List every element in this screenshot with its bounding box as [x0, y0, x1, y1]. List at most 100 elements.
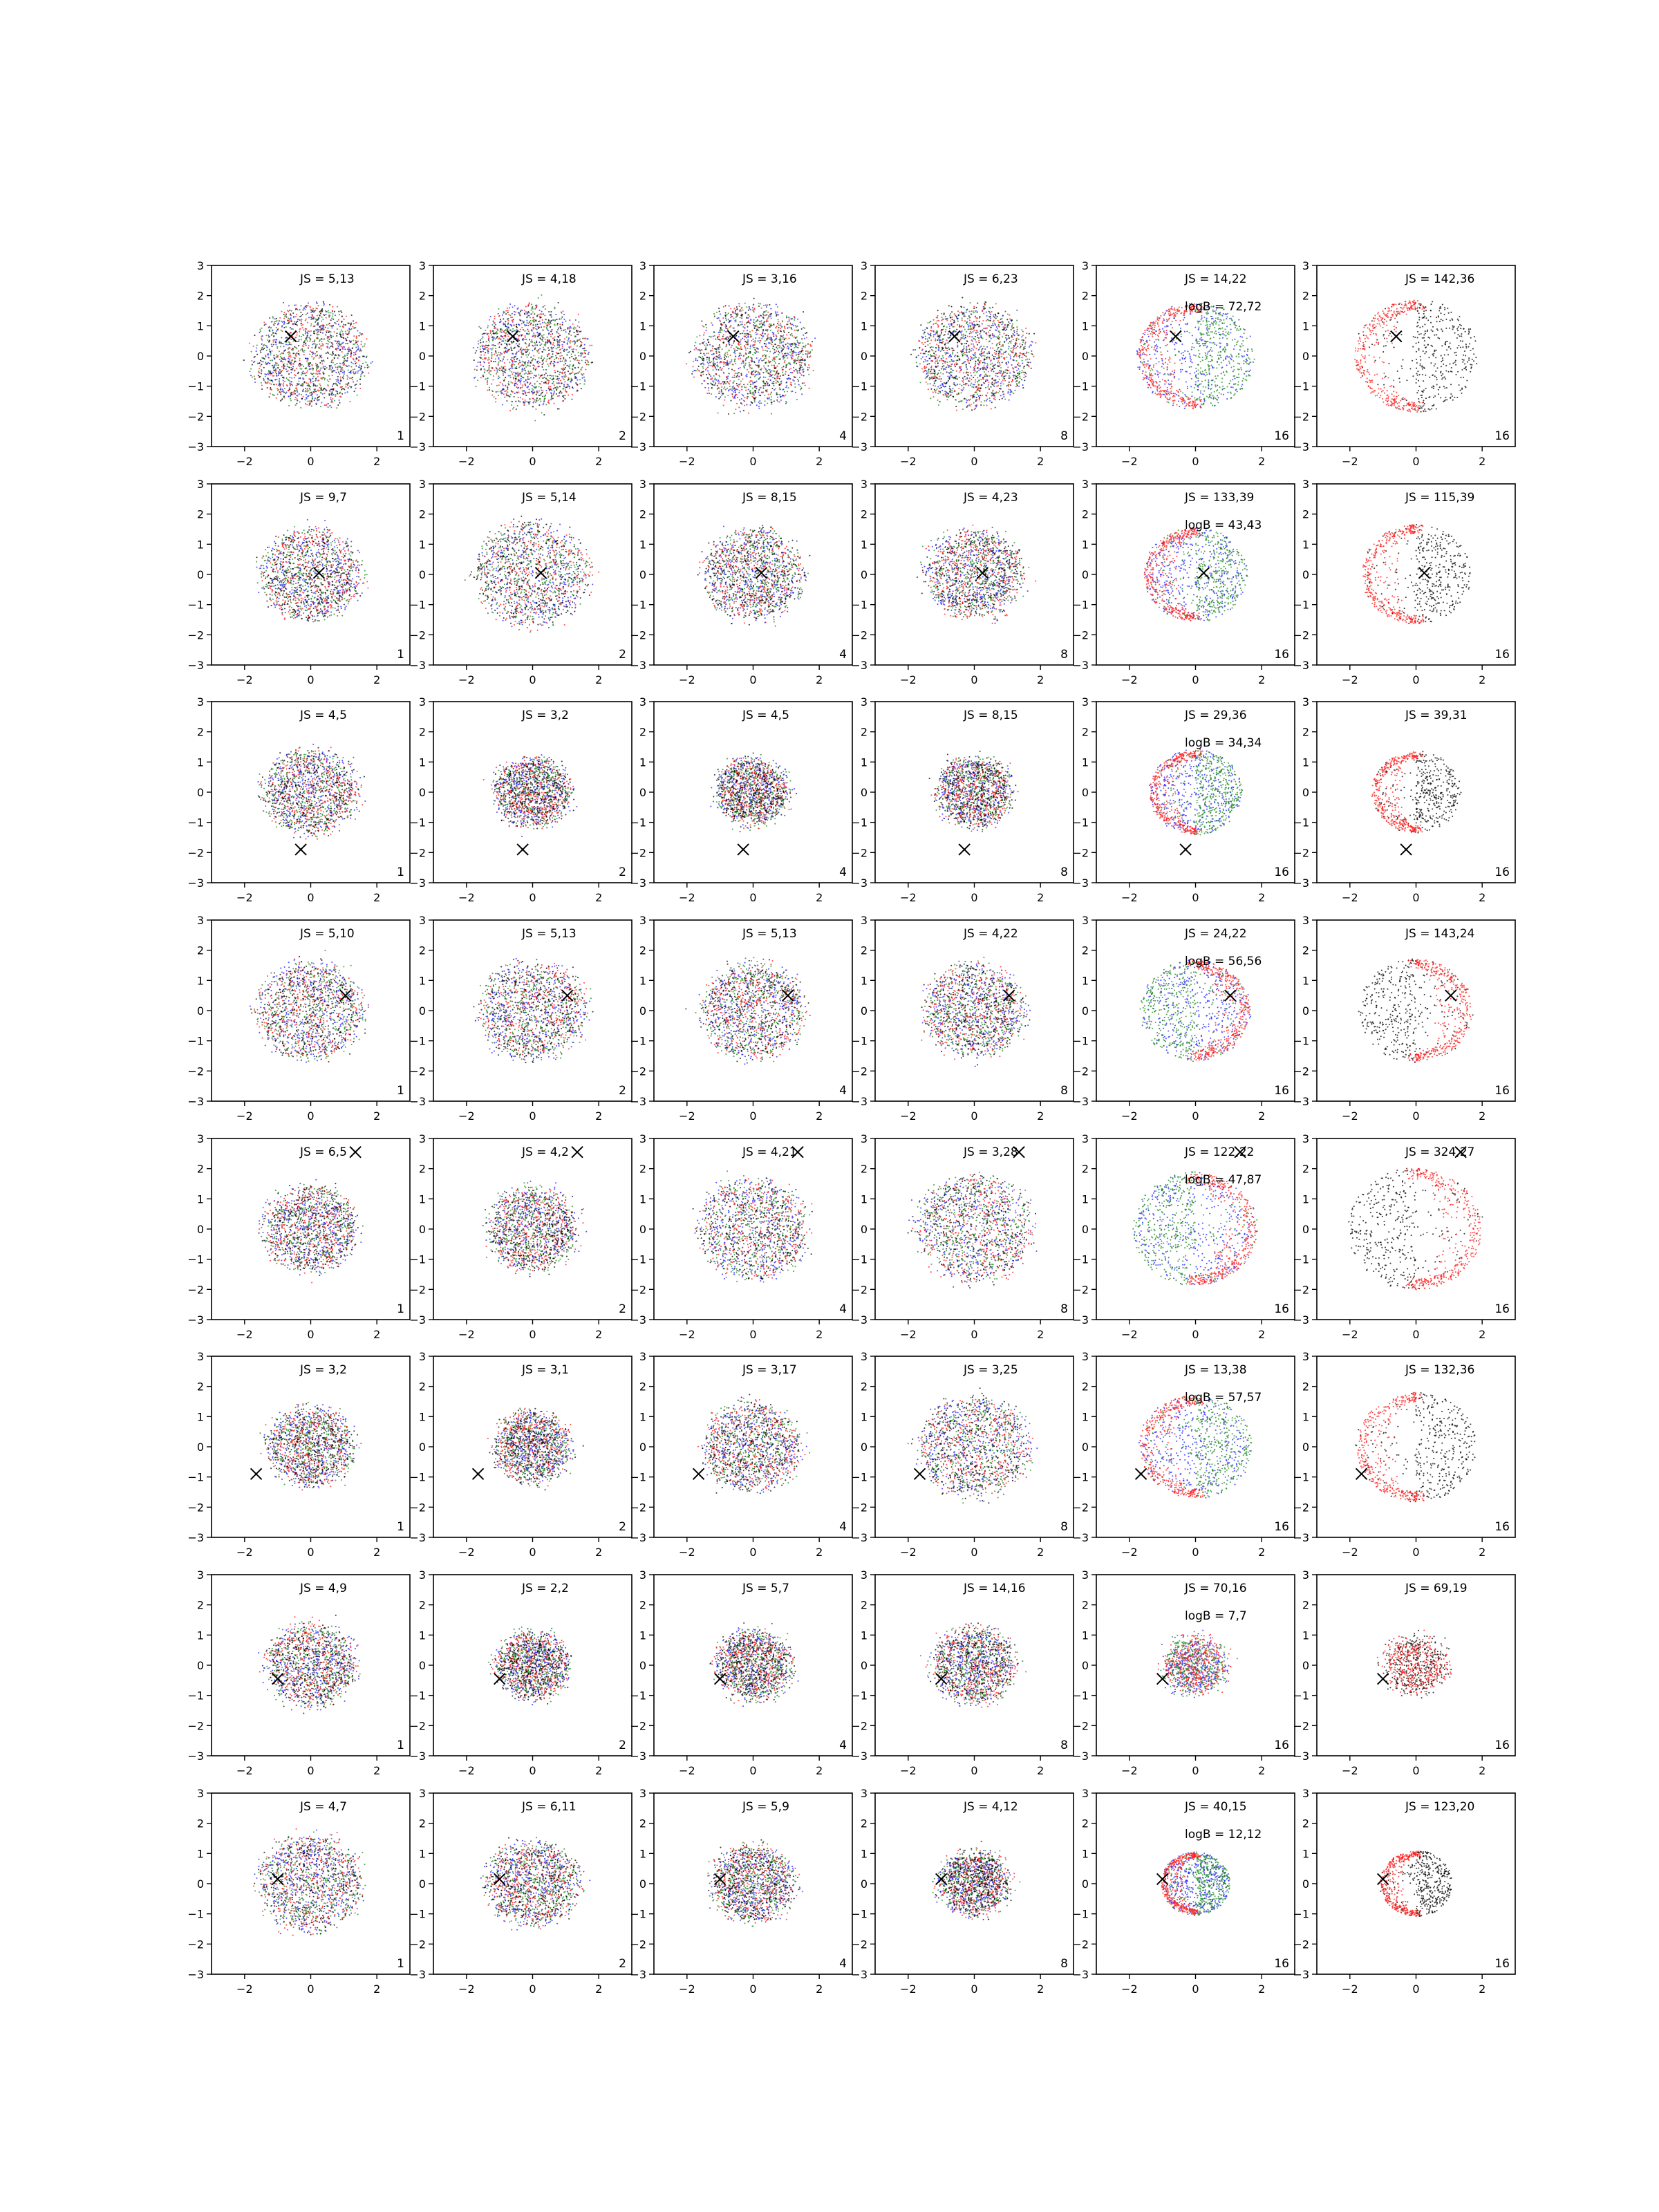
- point-black: [717, 388, 718, 390]
- point-blue: [922, 337, 924, 339]
- point-black: [559, 319, 560, 320]
- point-black: [524, 312, 525, 314]
- point-blue: [344, 319, 345, 320]
- point-green: [342, 369, 344, 371]
- point-black: [563, 348, 565, 350]
- point-green: [554, 319, 556, 321]
- point-black: [338, 311, 339, 312]
- point-blue: [957, 344, 958, 346]
- point-green: [269, 379, 270, 381]
- point-red: [545, 319, 547, 320]
- point-green: [574, 355, 576, 356]
- point-black: [505, 347, 506, 348]
- point-black: [493, 332, 494, 334]
- point-blue: [495, 324, 496, 326]
- point-red: [292, 363, 294, 364]
- point-red: [492, 379, 494, 380]
- point-green: [702, 367, 704, 368]
- point-green: [770, 393, 771, 395]
- point-black: [317, 303, 318, 304]
- point-black: [272, 365, 273, 366]
- point-black: [756, 347, 758, 348]
- point-black: [503, 356, 505, 357]
- point-black: [321, 360, 323, 362]
- point-black: [759, 321, 760, 322]
- point-green: [562, 360, 563, 362]
- point-green: [304, 350, 306, 351]
- point-black: [573, 358, 574, 359]
- point-red: [253, 346, 254, 347]
- point-red: [564, 338, 565, 339]
- point-blue: [339, 341, 340, 342]
- point-red: [775, 335, 776, 336]
- point-green: [484, 372, 485, 373]
- point-green: [528, 349, 529, 350]
- point-black: [545, 344, 546, 345]
- point-blue: [502, 383, 503, 384]
- point-blue: [756, 404, 758, 406]
- point-blue: [306, 344, 307, 346]
- point-blue: [797, 319, 798, 320]
- point-black: [770, 325, 771, 326]
- point-green: [784, 360, 785, 362]
- point-green: [489, 341, 490, 342]
- point-black: [500, 335, 502, 337]
- point-black: [750, 392, 751, 393]
- point-green: [348, 370, 349, 371]
- point-red: [332, 398, 333, 400]
- point-black: [754, 386, 756, 388]
- point-blue: [306, 332, 308, 333]
- point-blue: [797, 379, 798, 380]
- point-black: [315, 346, 317, 348]
- point-blue: [995, 364, 996, 366]
- point-black: [541, 366, 543, 368]
- point-red: [508, 314, 509, 315]
- point-red: [776, 382, 777, 384]
- point-blue: [1003, 352, 1004, 353]
- y-tick-label: −1: [630, 380, 646, 393]
- point-blue: [555, 314, 556, 315]
- point-black: [511, 348, 512, 350]
- point-blue: [1011, 364, 1013, 366]
- point-black: [519, 362, 521, 363]
- point-black: [312, 311, 313, 312]
- point-black: [494, 345, 496, 346]
- point-black: [261, 364, 262, 365]
- point-green: [791, 335, 793, 337]
- point-red: [521, 327, 523, 328]
- y-tick-label: −3: [187, 440, 204, 453]
- point-green: [272, 330, 273, 331]
- point-blue: [748, 337, 749, 338]
- point-black: [283, 314, 285, 315]
- point-black: [525, 384, 526, 386]
- point-red: [505, 390, 507, 391]
- point-blue: [793, 325, 794, 326]
- point-black: [784, 339, 785, 340]
- point-green: [740, 309, 741, 310]
- point-black: [548, 388, 550, 389]
- point-blue: [731, 390, 733, 391]
- point-blue: [715, 351, 717, 353]
- point-black: [316, 366, 317, 368]
- point-red: [778, 345, 780, 346]
- point-green: [785, 355, 787, 357]
- point-red: [545, 360, 547, 362]
- point-blue: [307, 359, 308, 361]
- point-blue: [278, 373, 279, 375]
- point-red: [533, 319, 534, 321]
- point-black: [755, 390, 756, 391]
- point-black: [807, 369, 809, 371]
- point-black: [302, 350, 303, 352]
- point-black: [773, 324, 774, 325]
- point-black: [334, 322, 335, 324]
- point-green: [510, 377, 512, 378]
- point-blue: [563, 370, 564, 371]
- point-blue: [984, 368, 986, 370]
- point-red: [312, 316, 314, 317]
- point-black: [480, 362, 481, 363]
- point-blue: [754, 401, 756, 402]
- point-red: [755, 350, 756, 352]
- point-black: [559, 386, 561, 387]
- point-red: [340, 386, 341, 388]
- point-blue: [720, 355, 721, 357]
